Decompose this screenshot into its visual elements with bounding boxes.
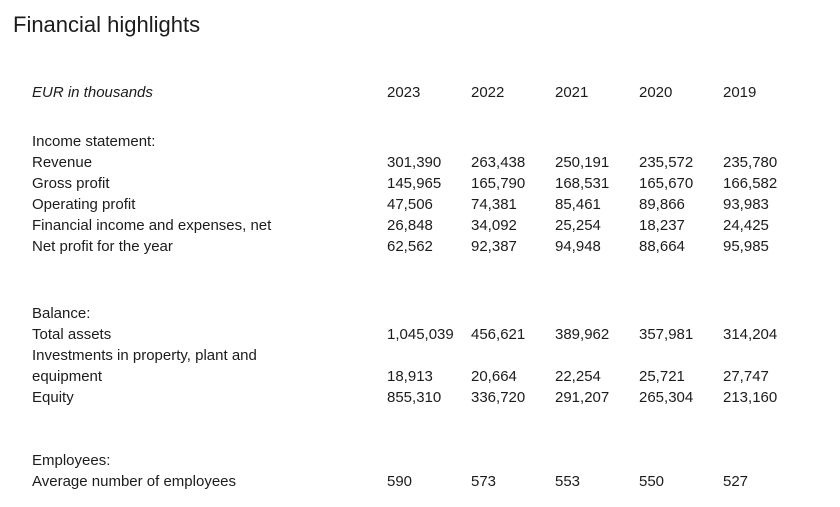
row-label: Operating profit [32, 196, 136, 213]
table-row: Gross profit 145,965 165,790 168,531 165… [32, 173, 807, 194]
value-cell: 527 [723, 473, 749, 490]
row-label: Revenue [32, 154, 93, 171]
value-cell: 24,425 [723, 217, 769, 234]
value-cell: 145,965 [387, 175, 442, 192]
value-cell: 357,981 [639, 326, 694, 343]
value-cell: 18,237 [639, 217, 685, 234]
value-cell: 550 [639, 473, 665, 490]
year-header-2023: 2023 [387, 84, 421, 101]
value-cell: 93,983 [723, 196, 769, 213]
value-cell: 573 [471, 473, 497, 490]
row-label-text: Investments in property, plant and equip… [32, 347, 257, 385]
value-cell: 89,866 [639, 196, 685, 213]
table-row: Financial income and expenses, net 26,84… [32, 215, 807, 236]
section-heading-employees: Employees: [32, 452, 111, 469]
value-cell: 22,254 [555, 368, 601, 385]
value-cell: 20,664 [471, 368, 517, 385]
value-cell: 165,670 [639, 175, 694, 192]
table-row: Operating profit 47,506 74,381 85,461 89… [32, 194, 807, 215]
table-row: Investments in property, plant and equip… [32, 345, 807, 387]
value-cell: 263,438 [471, 154, 526, 171]
value-cell: 95,985 [723, 238, 769, 255]
table-row: Total assets 1,045,039 456,621 389,962 3… [32, 324, 807, 345]
value-cell: 47,506 [387, 196, 433, 213]
section-spacer [32, 257, 807, 303]
table-row: Equity 855,310 336,720 291,207 265,304 2… [32, 387, 807, 408]
value-cell: 25,721 [639, 368, 685, 385]
value-cell: 74,381 [471, 196, 517, 213]
value-cell: 855,310 [387, 389, 442, 406]
financial-highlights-table: EUR in thousands 2023 2022 2021 2020 201… [32, 82, 807, 492]
row-label: Gross profit [32, 175, 110, 192]
value-cell: 301,390 [387, 154, 442, 171]
section-heading-income-statement: Income statement: [32, 133, 156, 150]
unit-label: EUR in thousands [32, 84, 153, 101]
value-cell: 336,720 [471, 389, 526, 406]
value-cell: 1,045,039 [387, 326, 454, 343]
value-cell: 265,304 [639, 389, 694, 406]
value-cell: 34,092 [471, 217, 517, 234]
value-cell: 213,160 [723, 389, 778, 406]
section-heading-row: Balance: [32, 303, 807, 324]
empty-cell [387, 450, 807, 471]
value-cell: 235,780 [723, 154, 778, 171]
empty-cell [387, 131, 807, 152]
table-row: Net profit for the year 62,562 92,387 94… [32, 236, 807, 257]
row-label: Average number of employees [32, 473, 237, 490]
value-cell: 389,962 [555, 326, 610, 343]
value-cell: 456,621 [471, 326, 526, 343]
value-cell: 62,562 [387, 238, 433, 255]
year-header-2020: 2020 [639, 84, 673, 101]
value-cell: 27,747 [723, 368, 769, 385]
value-cell: 590 [387, 473, 413, 490]
row-label: Financial income and expenses, net [32, 217, 272, 234]
value-cell: 92,387 [471, 238, 517, 255]
row-label: Investments in property, plant and equip… [32, 345, 387, 387]
row-label: Total assets [32, 326, 112, 343]
section-heading-row: Income statement: [32, 131, 807, 152]
table-header-row: EUR in thousands 2023 2022 2021 2020 201… [32, 82, 807, 103]
value-cell: 18,913 [387, 368, 433, 385]
value-cell: 88,664 [639, 238, 685, 255]
value-cell: 165,790 [471, 175, 526, 192]
value-cell: 553 [555, 473, 581, 490]
value-cell: 26,848 [387, 217, 433, 234]
value-cell: 94,948 [555, 238, 601, 255]
value-cell: 168,531 [555, 175, 610, 192]
value-cell: 314,204 [723, 326, 778, 343]
table-row: Revenue 301,390 263,438 250,191 235,572 … [32, 152, 807, 173]
value-cell: 25,254 [555, 217, 601, 234]
year-header-2019: 2019 [723, 84, 757, 101]
value-cell: 235,572 [639, 154, 694, 171]
year-header-2022: 2022 [471, 84, 505, 101]
section-spacer [32, 408, 807, 450]
value-cell: 250,191 [555, 154, 610, 171]
section-heading-row: Employees: [32, 450, 807, 471]
year-header-2021: 2021 [555, 84, 589, 101]
section-spacer [32, 103, 807, 131]
value-cell: 85,461 [555, 196, 601, 213]
section-heading-balance: Balance: [32, 305, 91, 322]
value-cell: 166,582 [723, 175, 778, 192]
row-label: Equity [32, 389, 74, 406]
value-cell: 291,207 [555, 389, 610, 406]
table-row: Average number of employees 590 573 553 … [32, 471, 807, 492]
row-label: Net profit for the year [32, 238, 173, 255]
empty-cell [387, 303, 807, 324]
page-title: Financial highlights [13, 12, 201, 37]
